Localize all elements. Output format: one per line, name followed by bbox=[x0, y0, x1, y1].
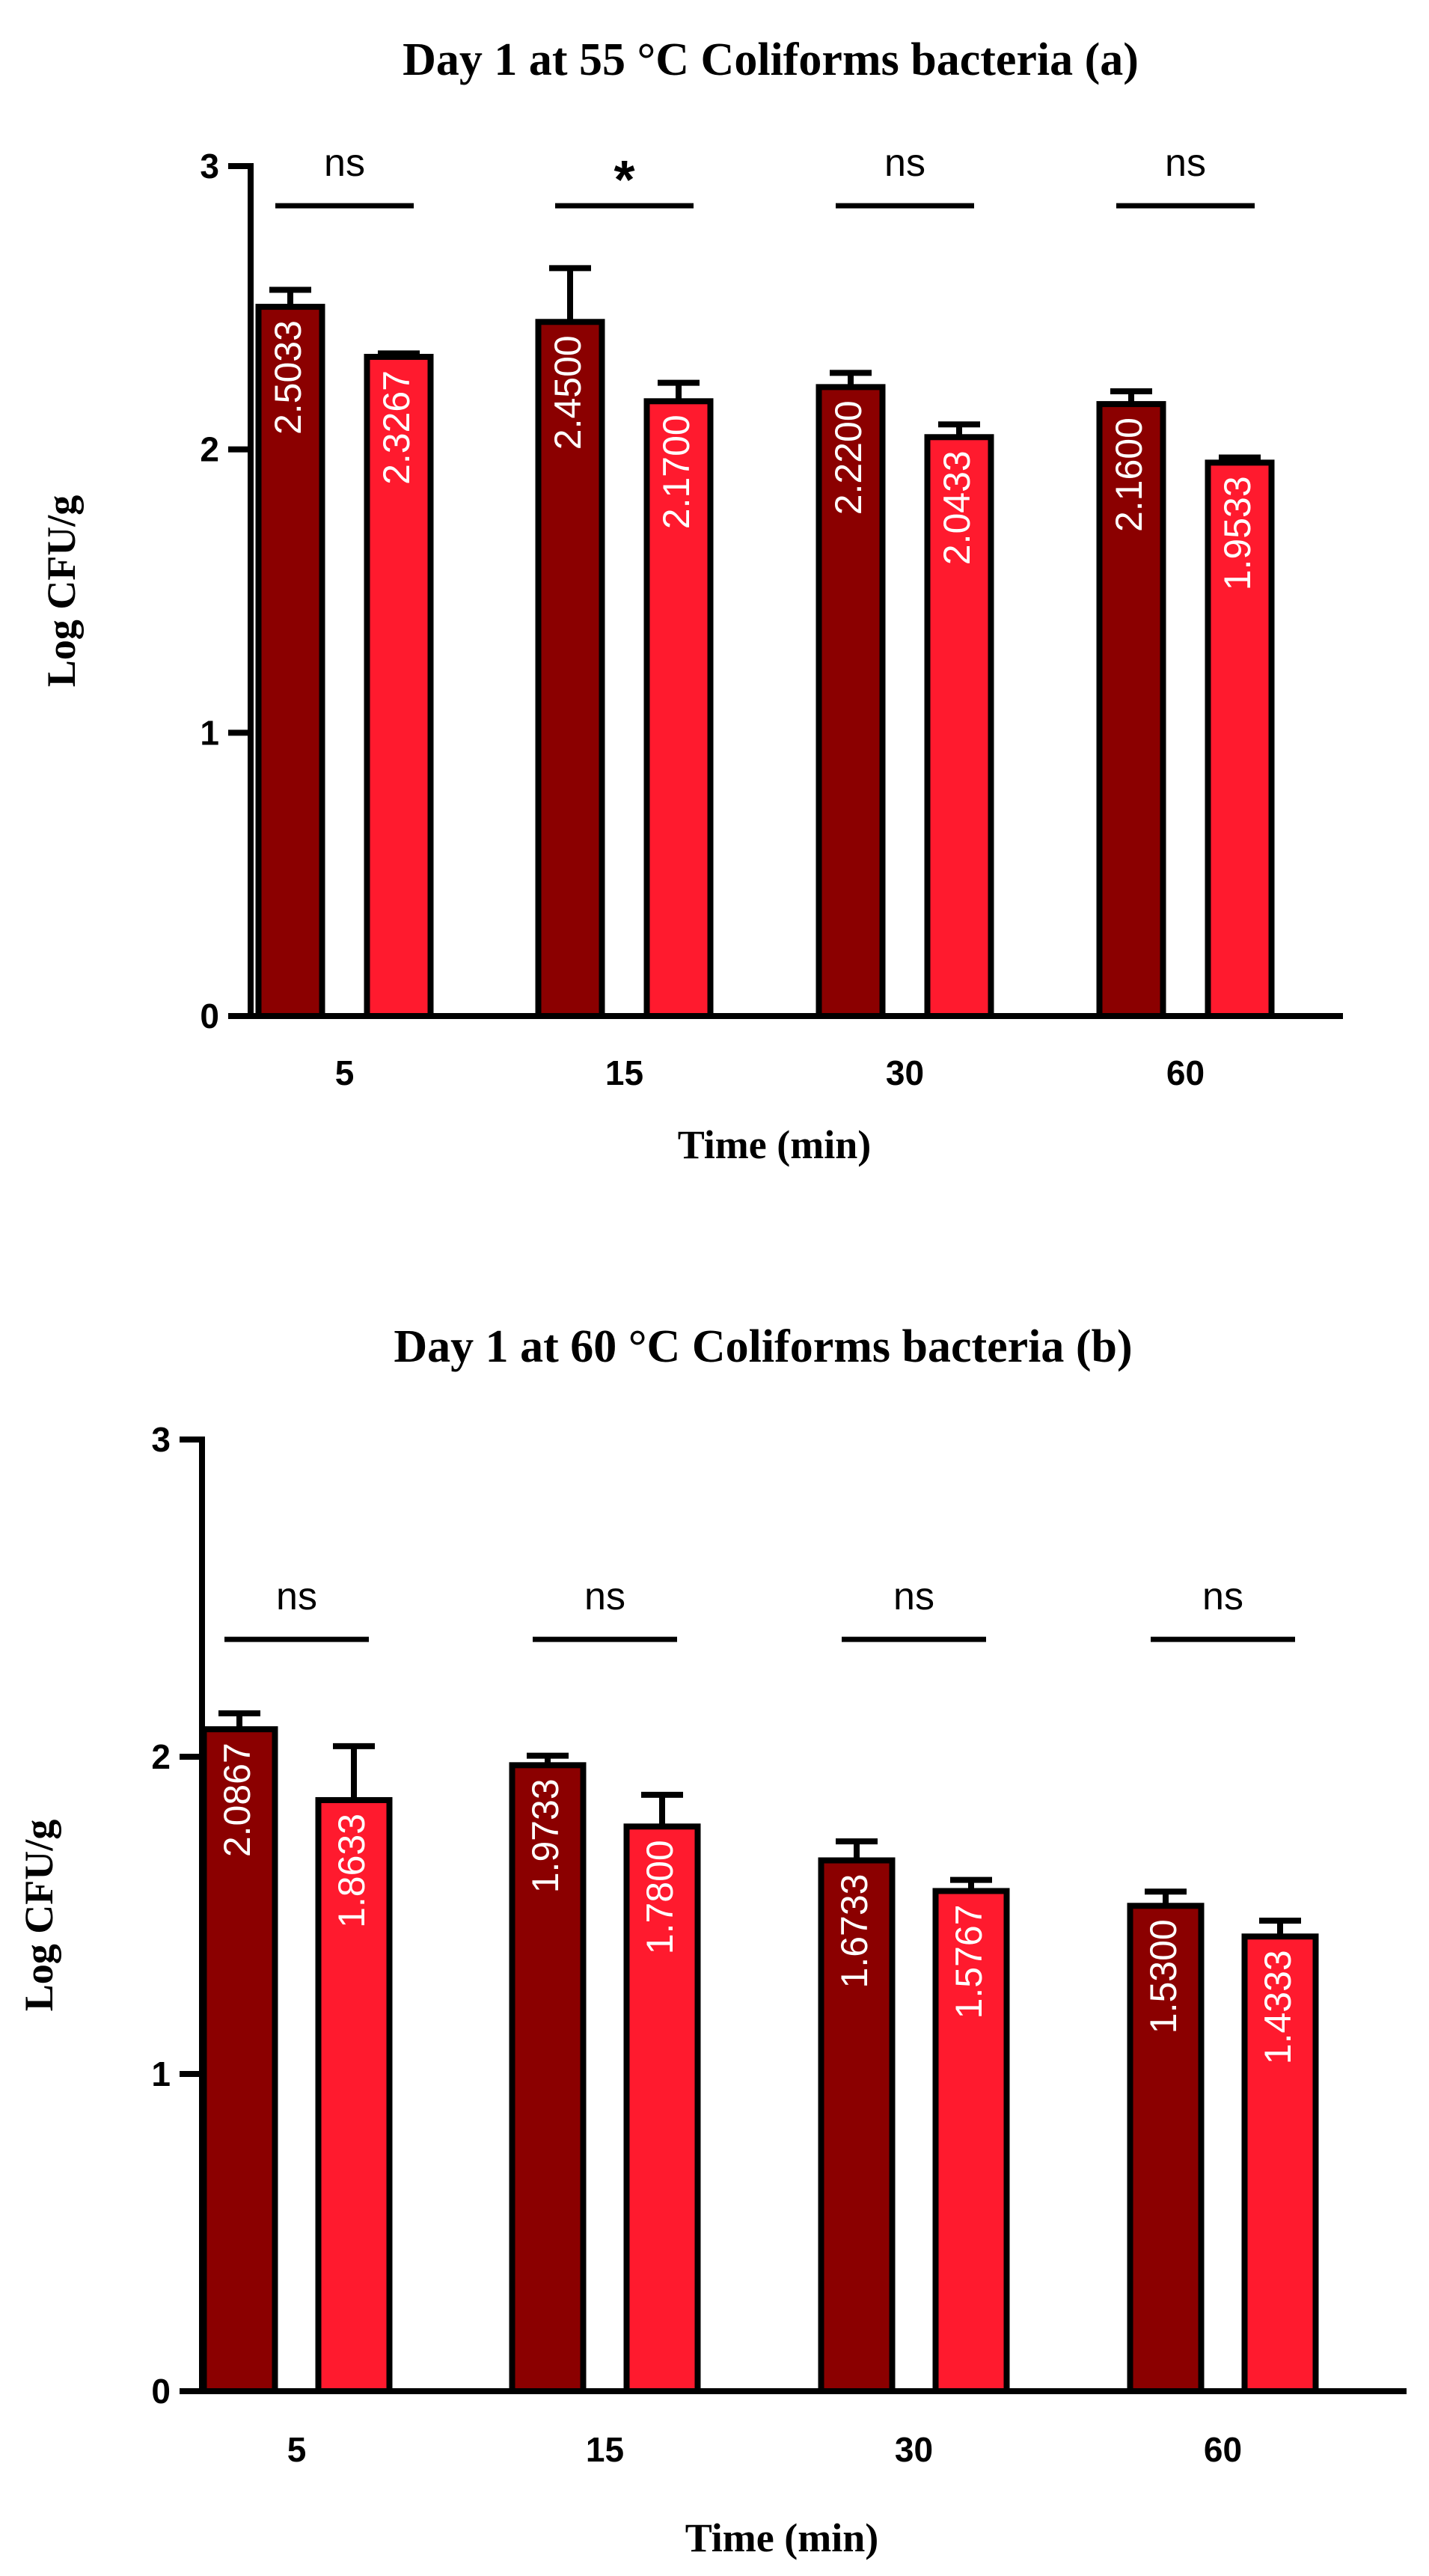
x-tick-label: 5 bbox=[287, 2430, 307, 2469]
data-label: 2.1700 bbox=[655, 414, 697, 529]
data-label: 1.8633 bbox=[331, 1814, 373, 1928]
y-axis-title: Log CFU/g bbox=[16, 1820, 61, 2012]
data-label: 2.0433 bbox=[936, 450, 978, 565]
data-label: 2.3267 bbox=[376, 370, 417, 485]
y-tick-label: 1 bbox=[151, 2055, 171, 2093]
x-tick-label: 60 bbox=[1166, 1053, 1205, 1092]
significance-label: ns bbox=[893, 1575, 934, 1618]
data-label: 2.4500 bbox=[547, 335, 589, 450]
data-label: 1.5300 bbox=[1142, 1919, 1184, 2034]
significance-label: * bbox=[613, 150, 634, 210]
bar bbox=[535, 319, 605, 1019]
bar bbox=[1127, 1903, 1205, 2394]
y-tick-label: 3 bbox=[200, 147, 219, 186]
x-axis-title: Time (min) bbox=[685, 2515, 878, 2560]
significance-label: ns bbox=[276, 1575, 317, 1618]
x-tick-label: 60 bbox=[1204, 2430, 1242, 2469]
bar bbox=[201, 1726, 278, 2395]
y-tick-label: 1 bbox=[200, 713, 219, 752]
data-label: 2.0867 bbox=[216, 1743, 258, 1857]
bar bbox=[1241, 1933, 1319, 2394]
bar bbox=[255, 304, 325, 1019]
y-tick-label: 2 bbox=[200, 430, 219, 469]
y-axis-title: Log CFU/g bbox=[39, 495, 84, 688]
significance-label: ns bbox=[324, 141, 365, 185]
x-tick-label: 30 bbox=[895, 2430, 933, 2469]
data-label: 1.9533 bbox=[1217, 476, 1258, 590]
data-label: 2.5033 bbox=[267, 320, 309, 435]
data-label: 1.5767 bbox=[948, 1904, 990, 2019]
significance-label: ns bbox=[884, 141, 925, 185]
significance-label: ns bbox=[1165, 141, 1206, 185]
significance-label: ns bbox=[584, 1575, 625, 1618]
x-tick-label: 15 bbox=[605, 1053, 643, 1092]
x-tick-label: 30 bbox=[886, 1053, 924, 1092]
bar bbox=[315, 1796, 393, 2394]
bar bbox=[924, 434, 994, 1019]
x-axis-title: Time (min) bbox=[678, 1122, 871, 1167]
data-label: 1.6733 bbox=[833, 1874, 875, 1989]
bar bbox=[509, 1762, 587, 2394]
x-tick-label: 15 bbox=[586, 2430, 624, 2469]
data-label: 1.7800 bbox=[639, 1840, 681, 1954]
bar bbox=[623, 1823, 701, 2394]
y-tick-label: 0 bbox=[151, 2372, 171, 2411]
chart-title: Day 1 at 60 °C Coliforms bacteria (b) bbox=[394, 1321, 1132, 1372]
chart-b: Day 1 at 60 °C Coliforms bacteria (b) 2.0… bbox=[16, 1321, 1407, 2560]
y-tick-label: 3 bbox=[151, 1420, 171, 1459]
bar bbox=[1096, 401, 1166, 1019]
data-label: 2.2200 bbox=[827, 400, 869, 515]
data-label: 1.9733 bbox=[524, 1778, 566, 1893]
data-label: 1.4333 bbox=[1257, 1950, 1299, 2064]
bar bbox=[818, 1857, 896, 2394]
significance-label: ns bbox=[1202, 1575, 1243, 1618]
x-tick-label: 5 bbox=[335, 1053, 355, 1092]
y-tick-label: 2 bbox=[151, 1737, 171, 1776]
data-label: 2.1600 bbox=[1108, 417, 1150, 532]
chart-a: Day 1 at 55 °C Coliforms bacteria (a) 2.5… bbox=[39, 34, 1343, 1167]
chart-title: Day 1 at 55 °C Coliforms bacteria (a) bbox=[403, 34, 1139, 85]
y-tick-label: 0 bbox=[200, 997, 219, 1035]
